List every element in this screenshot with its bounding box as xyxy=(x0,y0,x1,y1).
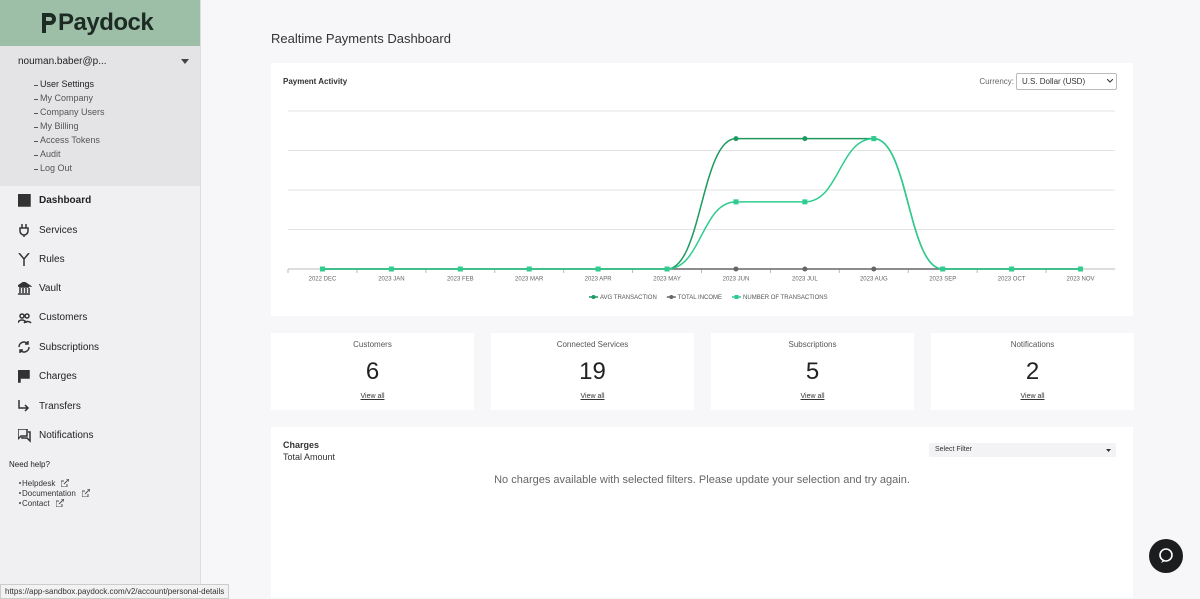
menu-dash xyxy=(34,155,38,156)
stat-value: 19 xyxy=(579,358,606,385)
nav-item[interactable]: Services xyxy=(39,225,78,236)
help-title: Need help? xyxy=(9,460,50,469)
external-icon xyxy=(55,498,65,508)
menu-dash xyxy=(34,113,38,114)
account-menu-item[interactable]: My Billing xyxy=(40,121,79,131)
nav-item[interactable]: Vault xyxy=(39,283,62,294)
stat-value: 2 xyxy=(1025,358,1040,385)
nav-item[interactable]: Customers xyxy=(39,312,88,323)
help-link[interactable]: Documentation xyxy=(22,488,91,498)
nav-item[interactable]: Subscriptions xyxy=(39,342,100,353)
select-caret xyxy=(1107,79,1113,83)
external-icon xyxy=(60,478,70,488)
account-menu-item[interactable]: User Settings xyxy=(40,79,95,89)
charges-filter[interactable]: Select Filter xyxy=(929,443,1116,457)
nav-icon xyxy=(18,429,31,443)
stat-label: Customers xyxy=(353,340,392,349)
help-link[interactable]: Contact xyxy=(22,498,65,508)
stat-card xyxy=(491,333,694,410)
nav-item[interactable]: Rules xyxy=(39,254,65,265)
chart-title: Payment Activity xyxy=(283,77,348,86)
nav-icon xyxy=(19,224,29,237)
stat-card xyxy=(931,333,1134,410)
bullet xyxy=(19,482,21,484)
stat-link[interactable]: View all xyxy=(800,393,825,400)
chart-card xyxy=(271,63,1133,316)
stat-link[interactable]: View all xyxy=(580,393,605,400)
nav-icon xyxy=(18,194,31,207)
stat-link[interactable]: View all xyxy=(1020,393,1045,400)
dropdown-caret[interactable] xyxy=(181,59,189,64)
empty-message: No charges available with selected filte… xyxy=(494,474,910,486)
stat-card xyxy=(271,333,474,410)
logo-bar: Paydock xyxy=(0,0,200,46)
filter-text: Select Filter xyxy=(935,446,972,453)
logo-text: Paydock xyxy=(58,9,154,36)
bullet xyxy=(19,492,21,494)
user-name[interactable]: nouman.baber@p... xyxy=(18,56,107,67)
logo-icon xyxy=(42,13,56,33)
currency-select[interactable]: U.S. Dollar (USD) xyxy=(1016,73,1117,90)
nav-item[interactable]: Charges xyxy=(39,371,77,382)
charges-subtitle: Total Amount xyxy=(283,452,336,462)
chat-button[interactable] xyxy=(1149,539,1183,573)
bullet xyxy=(19,502,21,504)
account-menu-item[interactable]: Log Out xyxy=(40,163,73,173)
menu-dash xyxy=(34,85,38,86)
nav-item[interactable]: Dashboard xyxy=(39,195,92,206)
menu-dash xyxy=(34,99,38,100)
stat-value: 5 xyxy=(805,358,820,385)
menu-dash xyxy=(34,127,38,128)
account-menu-item[interactable]: Audit xyxy=(40,149,61,159)
external-icon xyxy=(81,488,91,498)
nav-item[interactable]: Notifications xyxy=(39,430,94,441)
nav-icon xyxy=(18,400,30,412)
stat-label: Connected Services xyxy=(556,340,629,349)
menu-dash xyxy=(34,141,38,142)
sidebar: Paydock nouman.baber@p... User Settings M… xyxy=(0,0,201,598)
nav-icon xyxy=(18,253,30,266)
stat-card xyxy=(711,333,914,410)
stat-link[interactable]: View all xyxy=(360,393,385,400)
account-menu-item[interactable]: My Company xyxy=(40,93,94,103)
currency-label: Currency: xyxy=(979,77,1014,86)
charges-title: Charges xyxy=(283,440,320,450)
nav-icon xyxy=(18,313,32,324)
nav-icon xyxy=(18,370,30,383)
nav-item[interactable]: Transfers xyxy=(39,401,81,412)
account-panel: nouman.baber@p... User Settings My Compan… xyxy=(0,46,200,186)
account-menu-item[interactable]: Access Tokens xyxy=(40,135,100,145)
page-title: Realtime Payments Dashboard xyxy=(271,31,451,46)
filter-caret xyxy=(1106,449,1111,452)
account-menu-item[interactable]: Company Users xyxy=(40,107,105,117)
menu-dash xyxy=(34,169,38,170)
stat-value: 6 xyxy=(365,358,380,385)
stat-label: Subscriptions xyxy=(788,340,837,349)
nav-icon xyxy=(18,282,32,295)
help-link[interactable]: Helpdesk xyxy=(22,478,70,488)
currency-value: U.S. Dollar (USD) xyxy=(1022,77,1086,86)
stat-label: Notifications xyxy=(1010,340,1055,349)
status-url: https://app-sandbox.paydock.com/v2/accou… xyxy=(0,584,230,599)
nav-icon xyxy=(18,341,30,353)
